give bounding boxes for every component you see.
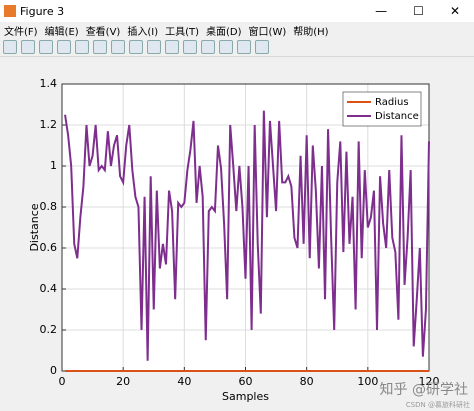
menu-item[interactable]: 窗口(W)	[248, 26, 287, 38]
window-title: Figure 3	[20, 4, 65, 18]
title-bar: Figure 3 — ☐ ✕	[0, 0, 474, 22]
menu-item[interactable]: 工具(T)	[165, 26, 200, 38]
close-button[interactable]: ✕	[449, 4, 460, 18]
minimize-button[interactable]: —	[375, 4, 388, 18]
menu-item[interactable]: 查看(V)	[85, 26, 121, 38]
tool-button[interactable]	[39, 40, 53, 54]
y-tick-label: 0.2	[40, 323, 58, 336]
tool-button[interactable]	[129, 40, 143, 54]
x-tick-label: 20	[116, 375, 130, 388]
x-tick-label: 120	[419, 375, 440, 388]
menu-item[interactable]: 桌面(D)	[206, 26, 242, 38]
tool-button[interactable]	[165, 40, 179, 54]
tool-button[interactable]	[75, 40, 89, 54]
x-tick-label: 0	[59, 375, 66, 388]
x-tick-label: 80	[300, 375, 314, 388]
y-tick-label: 0.8	[40, 200, 58, 213]
data-line	[64, 110, 430, 361]
figure: 0 0.2 0.4 0.6 0.8 1 1.2 1.4 0 20 40 60 80 100 120 Sampl…	[28, 77, 470, 409]
app-icon	[4, 5, 16, 17]
y-tick-label: 0.6	[40, 241, 58, 254]
tool-button[interactable]	[21, 40, 35, 54]
tool-button[interactable]	[57, 40, 71, 54]
x-tick-label: 40	[177, 375, 191, 388]
tool-button[interactable]	[237, 40, 251, 54]
toolbar	[0, 38, 474, 57]
y-tick-label: 1	[50, 159, 57, 172]
y-tick-label: 0.4	[40, 282, 58, 295]
x-axis-label: Samples	[222, 390, 269, 403]
legend-label: Distance	[375, 111, 419, 122]
watermark-sub: CSDN @慕旅科研社	[406, 400, 470, 409]
menu-item[interactable]: 帮助(H)	[293, 26, 329, 38]
x-tick-label: 60	[239, 375, 253, 388]
x-tick-label: 100	[357, 375, 378, 388]
menu-item[interactable]: 文件(F)	[4, 26, 38, 38]
tool-button[interactable]	[219, 40, 233, 54]
tool-button[interactable]	[147, 40, 161, 54]
menu-item[interactable]: 插入(I)	[127, 26, 159, 38]
tool-button[interactable]	[201, 40, 215, 54]
legend-label: Radius	[375, 97, 409, 108]
y-tick-label: 1.4	[40, 77, 58, 90]
tool-button[interactable]	[111, 40, 125, 54]
maximize-button[interactable]: ☐	[413, 4, 424, 18]
y-tick-label: 0	[50, 364, 57, 377]
menu-bar: 文件(F) 编辑(E) 查看(V) 插入(I) 工具(T) 桌面(D) 窗口(W) 帮助(H)	[0, 22, 474, 38]
legend-box	[342, 91, 422, 127]
y-tick-label: 1.2	[40, 118, 58, 131]
menu-item[interactable]: 编辑(E)	[44, 26, 79, 38]
tool-button[interactable]	[183, 40, 197, 54]
watermark: 知乎 @研学社	[380, 381, 468, 398]
tool-button[interactable]	[255, 40, 269, 54]
tool-button[interactable]	[93, 40, 107, 54]
y-axis-label: Distance	[28, 203, 41, 251]
tool-button[interactable]	[3, 40, 17, 54]
